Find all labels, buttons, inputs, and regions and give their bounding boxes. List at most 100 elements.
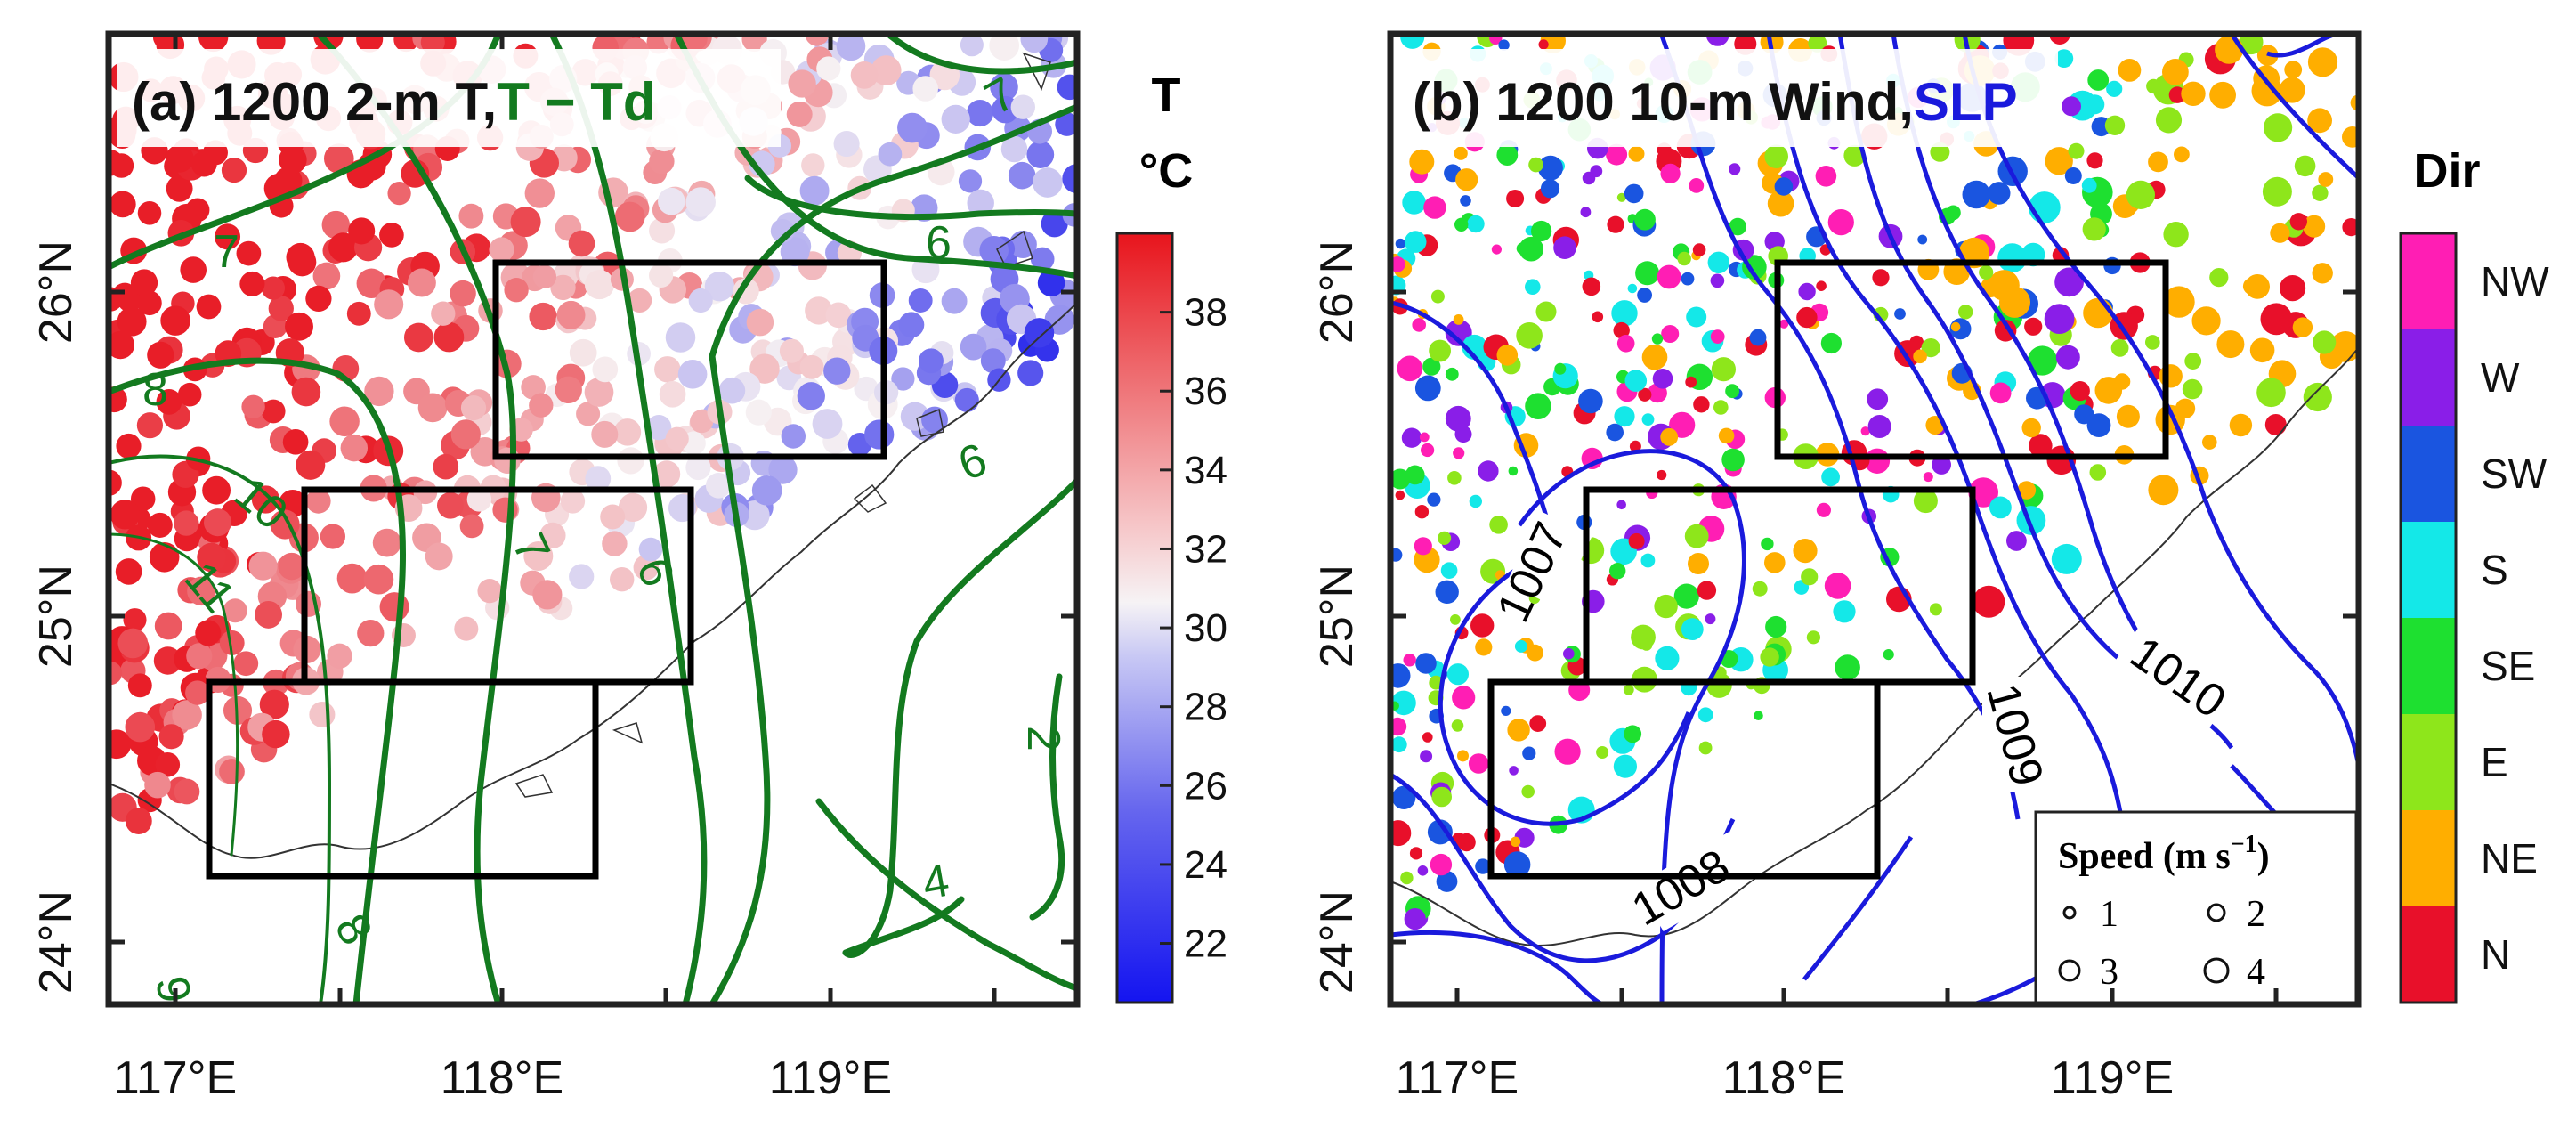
station-dot: [324, 143, 354, 174]
station-dot: [187, 576, 216, 606]
station-dot: [180, 256, 207, 283]
station-dot: [433, 321, 465, 353]
wind-station-dot: [1409, 847, 1423, 860]
station-dot: [130, 486, 156, 511]
wind-station-dot: [1390, 717, 1407, 736]
wind-station-dot: [1872, 269, 1890, 287]
station-dot: [665, 322, 696, 353]
wind-station-dot: [1468, 753, 1489, 774]
colorbar-tick-label: 32: [1184, 527, 1227, 571]
station-dot: [154, 612, 182, 640]
wind-station-dot: [1760, 647, 1779, 667]
speed-legend-label: 3: [2100, 952, 2118, 993]
station-dot: [374, 289, 404, 320]
wind-station-dot: [1693, 396, 1710, 413]
direction-label: N: [2481, 931, 2510, 978]
wind-station-dot: [1430, 289, 1445, 304]
wind-station-dot: [1932, 455, 1951, 475]
station-dot: [585, 466, 612, 491]
station-dot: [117, 306, 147, 337]
station-dot: [137, 290, 162, 316]
wind-station-dot: [2181, 81, 2206, 107]
station-dot: [109, 661, 123, 686]
wind-station-dot: [1628, 532, 1645, 549]
map-a-frame: [105, 30, 1081, 1008]
wind-station-dot: [2017, 481, 2037, 500]
wind-station-dot: [1478, 460, 1499, 482]
wind-station-dot: [2024, 317, 2043, 336]
station-dot: [116, 433, 142, 459]
wind-station-dot: [2083, 297, 2113, 329]
station-dot: [115, 558, 142, 585]
station-dot: [654, 356, 681, 383]
x-tick-label: 118°E: [1722, 1052, 1845, 1104]
speed-legend: Speed (m s−1) 1 2 3 4: [2034, 810, 2358, 1004]
station-dot: [160, 305, 190, 336]
y-axis-labels: 24°N 25°N 26°N: [1311, 240, 1363, 994]
wind-station-dot: [2044, 304, 2075, 334]
wind-station-dot: [1420, 750, 1433, 763]
wind-station-dot: [1563, 647, 1575, 660]
wind-station-dot: [1697, 707, 1713, 723]
wind-station-dot: [1607, 215, 1624, 233]
station-dot: [255, 600, 283, 629]
direction-colorbar: [2399, 232, 2458, 1004]
wind-station-dot: [1774, 177, 1794, 196]
station-dot: [286, 242, 315, 272]
station-dot: [459, 514, 484, 539]
wind-station-dot: [2094, 377, 2123, 404]
station-dot: [989, 34, 1020, 61]
wind-station-dot: [1400, 34, 1425, 49]
station-dot: [745, 399, 772, 426]
wind-station-dot: [1989, 270, 2020, 301]
station-dot: [705, 473, 732, 499]
wind-station-dot: [1820, 332, 1842, 354]
wind-station-dot: [1415, 653, 1437, 674]
wind-station-dot: [1754, 711, 1763, 720]
wind-station-dot: [1624, 725, 1642, 743]
speed-legend-label: 1: [2100, 894, 2118, 935]
station-dot: [379, 592, 409, 622]
station-dot: [749, 353, 780, 384]
wind-station-dot: [1637, 288, 1652, 303]
station-dot: [236, 240, 262, 266]
wind-station-dot: [1535, 301, 1557, 322]
wind-station-dot: [1883, 649, 1894, 661]
station-dot: [850, 61, 879, 89]
station-dot: [1000, 135, 1028, 163]
wind-station-dot: [1592, 311, 1604, 323]
y-tick-label: 26°N: [30, 240, 82, 344]
station-dot: [954, 387, 979, 412]
wind-station-dot: [2279, 77, 2305, 103]
wind-station-dot: [2256, 378, 2286, 408]
station-dot: [898, 312, 925, 338]
wind-station-dot: [1654, 594, 1678, 619]
station-dot: [305, 285, 332, 313]
wind-station-dot: [2029, 434, 2053, 458]
wind-station-dot: [1816, 502, 1831, 517]
wind-station-dot: [1453, 314, 1464, 325]
wind-station-dot: [2270, 223, 2290, 243]
wind-station-dot: [1624, 370, 1648, 392]
wind-station-dot: [1641, 413, 1655, 426]
station-dot: [372, 528, 401, 557]
wind-station-dot: [2162, 59, 2189, 85]
wind-station-dot: [1989, 382, 2012, 404]
wind-station-dot: [1457, 750, 1469, 762]
station-dot: [147, 341, 174, 369]
wind-station-dot: [2202, 435, 2217, 450]
station-dot: [221, 157, 247, 183]
station-dot: [261, 399, 286, 424]
wind-station-dot: [2051, 543, 2082, 574]
wind-station-dot: [2342, 218, 2359, 237]
station-dot: [458, 203, 484, 229]
station-dot: [609, 566, 635, 592]
wind-station-dot: [1673, 583, 1699, 609]
wind-station-dot: [2118, 59, 2142, 82]
station-dot: [628, 288, 652, 313]
station-dot: [812, 409, 843, 439]
station-dot: [864, 419, 895, 450]
direction-colorbar-title: Dir: [2413, 144, 2480, 198]
wind-station-dot: [1395, 490, 1405, 500]
station-dot: [825, 302, 852, 329]
